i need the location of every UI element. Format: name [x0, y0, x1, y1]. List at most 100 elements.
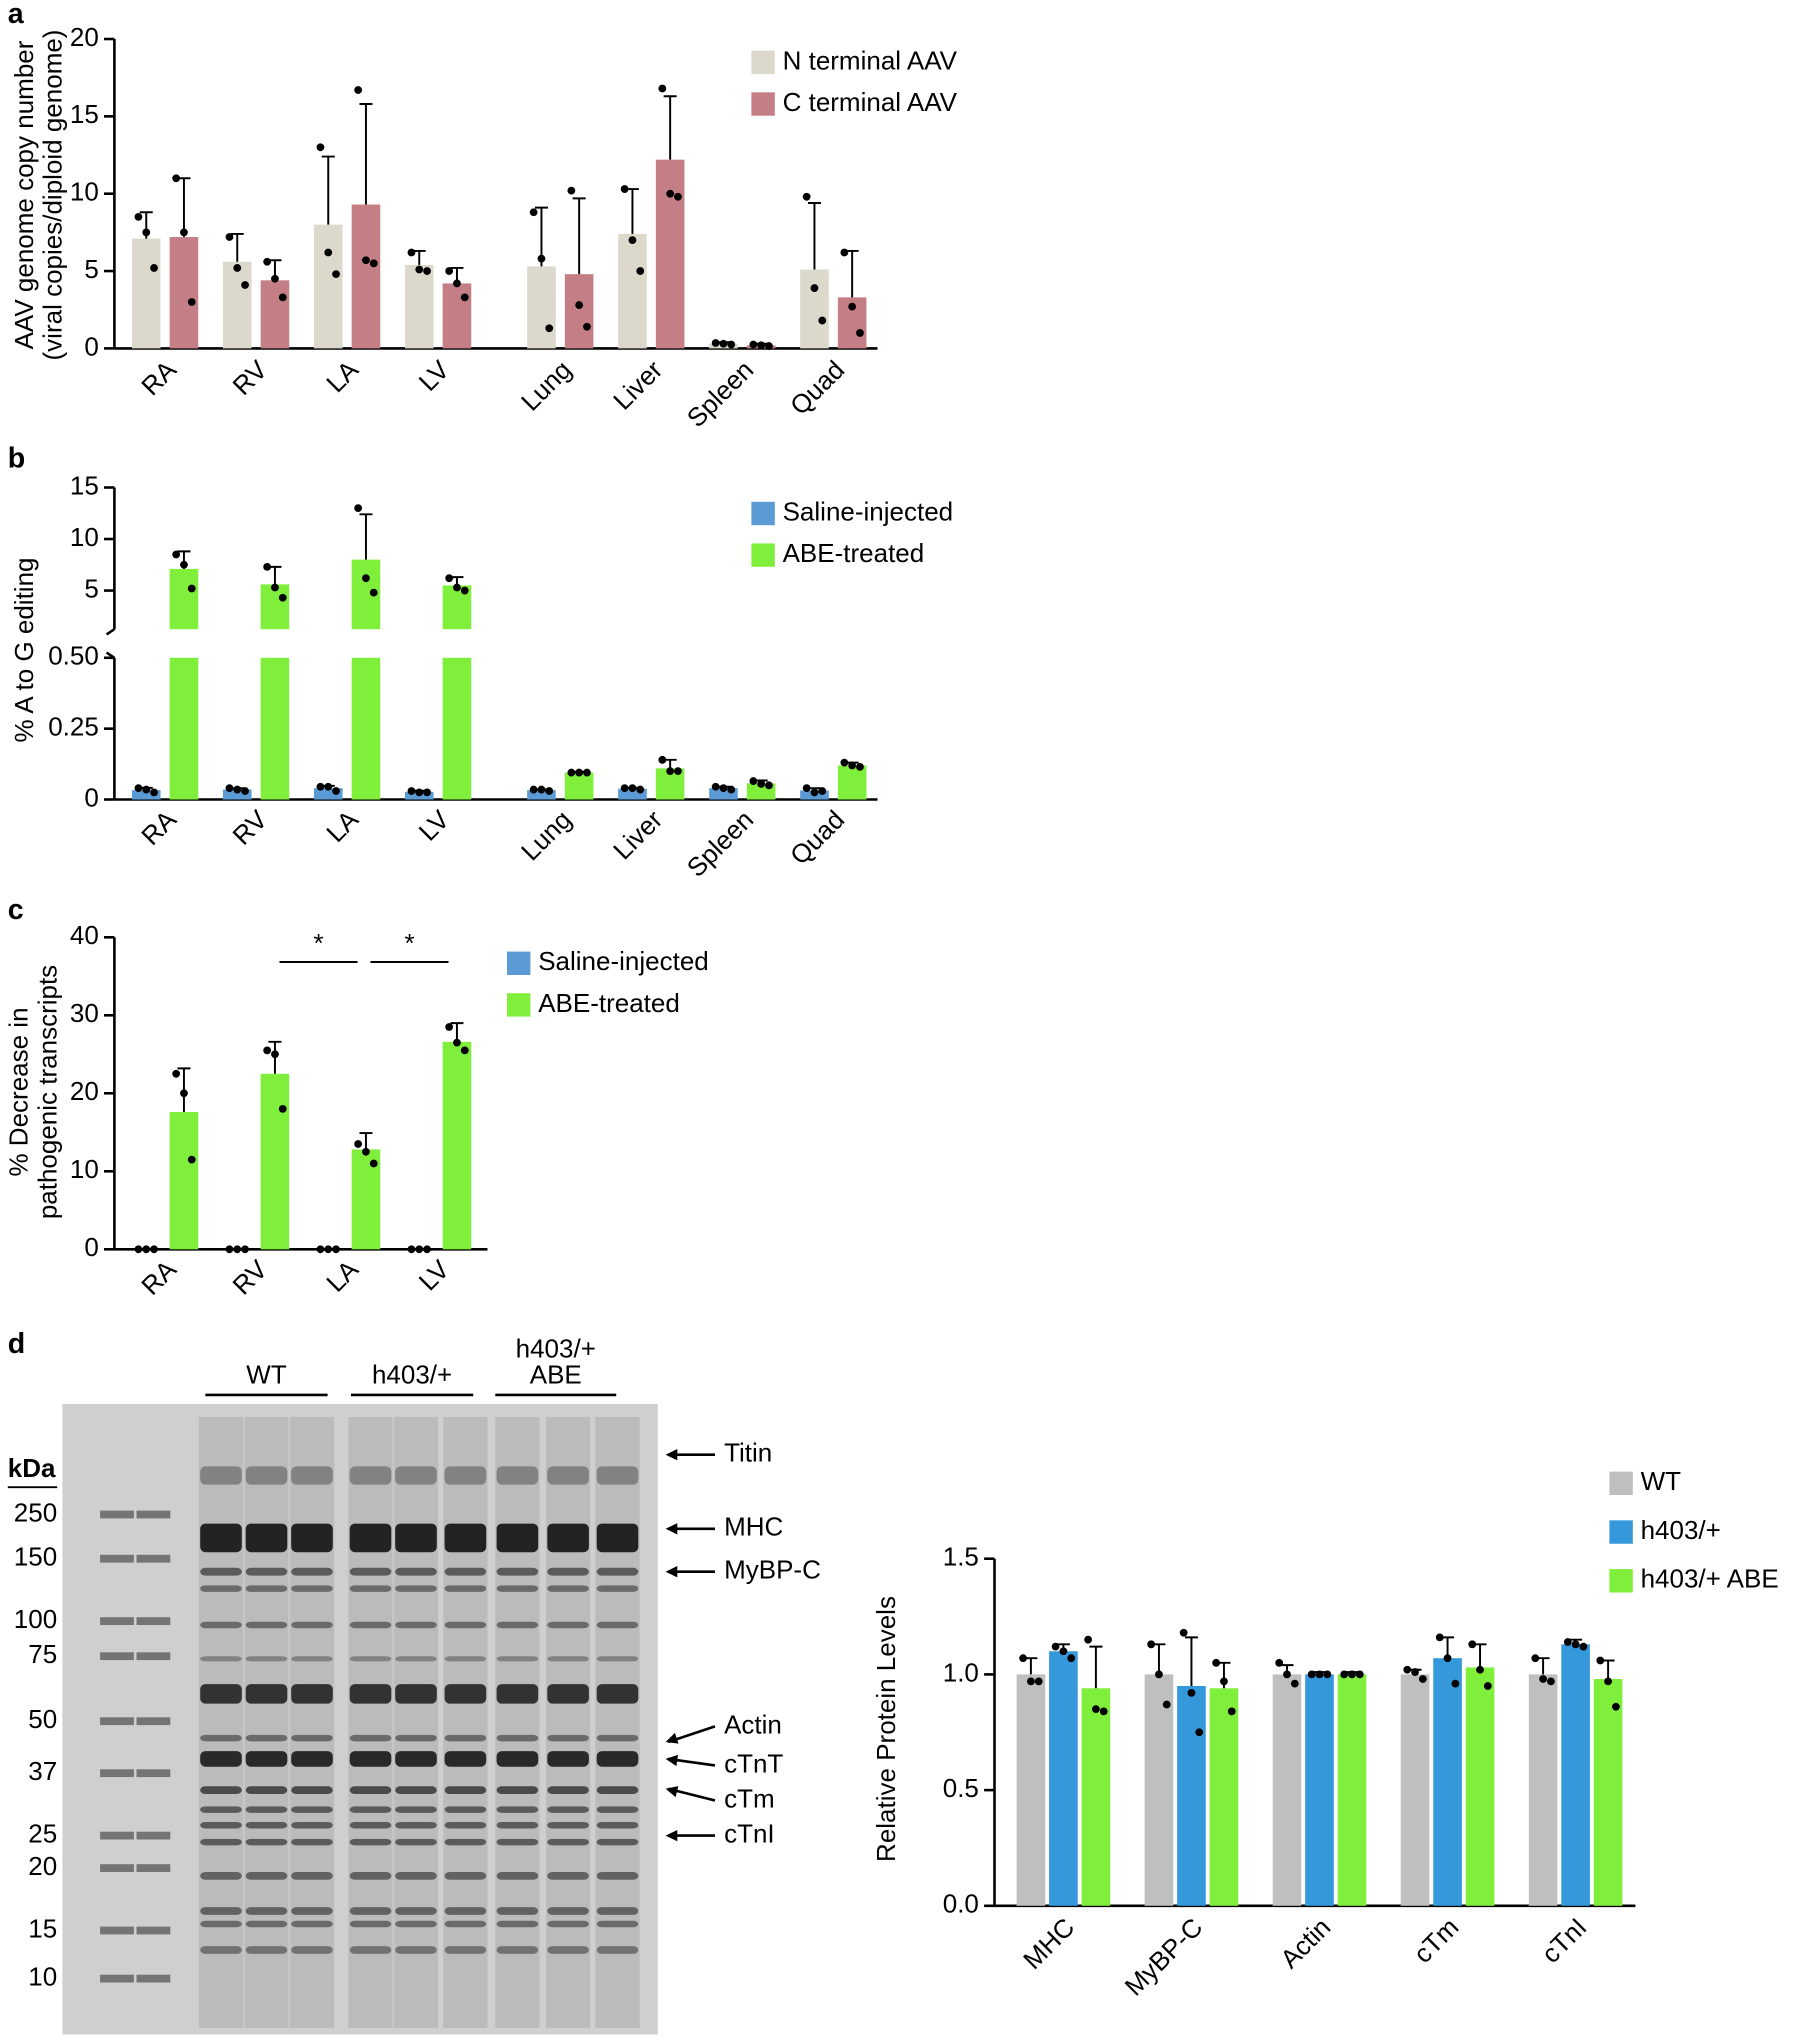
protein-band: [245, 1821, 288, 1829]
protein-band: [547, 1806, 589, 1813]
y-tick-label: 1.0: [943, 1657, 979, 1687]
arrow-head: [665, 1523, 678, 1535]
bar: [1272, 1674, 1302, 1906]
legend-swatch: [507, 993, 531, 1017]
protein-band: [596, 1656, 639, 1662]
data-point: [354, 1140, 363, 1148]
protein-band: [496, 1751, 539, 1767]
protein-band: [496, 1872, 539, 1880]
y-tick-label: 20: [70, 1076, 99, 1106]
data-point: [1195, 1728, 1204, 1737]
arrow-head: [665, 1786, 679, 1798]
data-point: [187, 1155, 196, 1164]
y-tick-label: 0.5: [943, 1773, 979, 1803]
protein-band: [496, 1786, 539, 1795]
y-tick-label: 0: [84, 782, 98, 812]
protein-band: [245, 1907, 288, 1915]
protein-band: [395, 1523, 437, 1553]
legend-label: ABE-treated: [783, 538, 925, 568]
marker-label: 10: [28, 1961, 57, 1991]
protein-band: [444, 1838, 487, 1846]
arrow-head: [665, 1829, 678, 1842]
data-point: [1307, 1670, 1316, 1679]
data-point: [620, 784, 629, 793]
bar: [1209, 1688, 1239, 1906]
bar: [442, 1041, 472, 1250]
data-point: [1571, 1640, 1580, 1649]
group-label: h403/+: [516, 1334, 596, 1364]
y-tick-label: 5: [84, 254, 98, 284]
data-point: [856, 329, 864, 337]
data-point: [1019, 1654, 1027, 1663]
protein-band: [291, 1585, 333, 1592]
data-point: [1212, 1658, 1221, 1667]
data-point: [636, 267, 645, 275]
data-point: [445, 574, 454, 583]
data-point: [263, 1046, 272, 1055]
data-point: [628, 236, 637, 245]
y-tick-label: 10: [70, 522, 99, 552]
data-point: [150, 788, 158, 797]
data-point: [727, 340, 736, 349]
data-point: [1027, 1677, 1035, 1686]
data-point: [225, 784, 234, 793]
protein-label: MHC: [724, 1512, 783, 1542]
marker-band: [136, 1974, 171, 1983]
legend-swatch: [751, 501, 775, 526]
protein-band: [596, 1946, 639, 1954]
bar: [351, 204, 381, 349]
marker-band: [136, 1926, 171, 1935]
protein-band: [547, 1466, 589, 1485]
protein-band: [200, 1585, 242, 1592]
protein-band: [200, 1907, 242, 1915]
protein-band: [349, 1523, 392, 1553]
data-point: [719, 339, 728, 348]
protein-band: [444, 1907, 487, 1915]
protein-band: [291, 1466, 333, 1485]
y-tick-label: 15: [70, 470, 99, 500]
protein-band: [291, 1523, 333, 1553]
data-point: [332, 270, 340, 279]
protein-band: [200, 1684, 242, 1704]
data-point: [134, 1245, 143, 1254]
marker-band: [100, 1617, 134, 1626]
marker-band: [136, 1717, 171, 1726]
y-axis-label: AAV genome copy number: [9, 40, 39, 349]
y-tick-label: 40: [70, 920, 99, 950]
lane: [244, 1417, 289, 2029]
data-point: [423, 267, 431, 275]
protein-band: [547, 1786, 589, 1795]
marker-band: [100, 1510, 134, 1519]
protein-band: [245, 1872, 288, 1880]
marker-label: 20: [28, 1851, 57, 1881]
data-point: [674, 192, 682, 201]
data-point: [1340, 1670, 1349, 1679]
protein-band: [395, 1786, 437, 1795]
protein-band: [596, 1821, 639, 1829]
protein-band: [291, 1838, 333, 1846]
protein-band: [444, 1920, 487, 1928]
data-point: [460, 1046, 469, 1055]
legend-swatch: [1609, 1471, 1633, 1496]
data-point: [332, 1245, 340, 1254]
data-point: [666, 189, 675, 198]
error-bar: [572, 197, 586, 275]
protein-band: [349, 1466, 392, 1485]
data-point: [316, 1245, 325, 1254]
marker-band: [136, 1831, 171, 1840]
data-point: [1531, 1654, 1540, 1663]
protein-band: [291, 1684, 333, 1704]
y-axis-label: pathogenic transcripts: [32, 965, 62, 1219]
protein-band: [200, 1734, 242, 1742]
lane: [348, 1417, 393, 2029]
bar: [564, 274, 594, 349]
y-axis-label: % Decrease in: [4, 1007, 34, 1176]
protein-band: [200, 1621, 242, 1629]
protein-band: [596, 1585, 639, 1592]
data-point: [453, 1038, 461, 1047]
data-point: [1476, 1665, 1484, 1674]
protein-band: [349, 1585, 392, 1592]
protein-band: [444, 1872, 487, 1880]
bar: [313, 788, 343, 800]
protein-band: [291, 1567, 333, 1576]
